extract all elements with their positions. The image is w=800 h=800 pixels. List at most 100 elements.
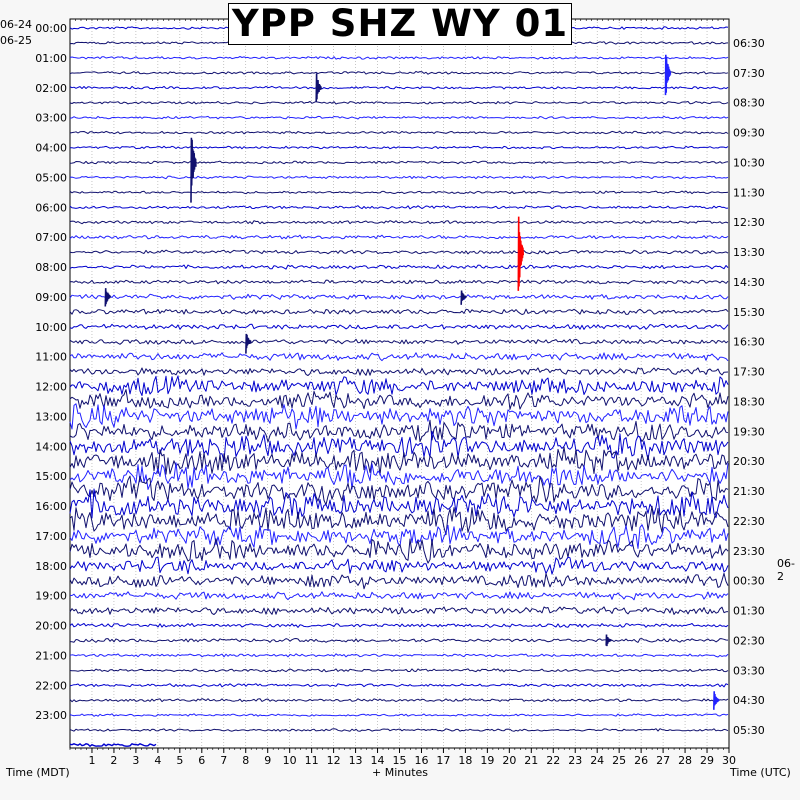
left-hour-label: 10:00: [35, 321, 67, 334]
right-hour-label: 13:30: [733, 246, 765, 259]
x-label-right: Time (UTC): [730, 766, 791, 779]
left-hour-label: 14:00: [35, 440, 67, 453]
x-tick-label: 30: [722, 754, 736, 767]
x-tick-label: 16: [414, 754, 428, 767]
trace-line: [69, 683, 729, 688]
x-tick-label: 18: [458, 754, 472, 767]
left-hour-label: 22:00: [35, 679, 67, 692]
right-hour-label: 16:30: [733, 336, 765, 349]
trace-line: [69, 338, 729, 345]
x-tick-label: 11: [305, 754, 319, 767]
left-hour-label: 00:00: [35, 22, 67, 35]
left-date: 06-25: [0, 34, 32, 47]
x-tick-label: 25: [612, 754, 626, 767]
left-hour-label: 15:00: [35, 470, 67, 483]
right-hour-label: 17:30: [733, 366, 765, 379]
event-spike: [517, 216, 524, 291]
left-date-top: 06-24: [0, 18, 32, 31]
left-hour-label: 21:00: [35, 649, 67, 662]
left-hour-label: 19:00: [35, 590, 67, 603]
trace-line: [69, 375, 729, 397]
left-hour-label: 02:00: [35, 82, 67, 95]
trace-line: [69, 389, 729, 410]
left-hour-label: 05:00: [35, 171, 67, 184]
event-spike: [315, 73, 322, 102]
trace-line: [69, 220, 729, 225]
trace-line: [69, 430, 729, 462]
left-hour-label: 17:00: [35, 530, 67, 543]
trace-line: [69, 606, 729, 615]
trace-line: [69, 234, 729, 240]
left-hour-label: 09:00: [35, 291, 67, 304]
trace-line: [69, 538, 729, 564]
left-hour-labels: 00:00 01:00 02:00 03:00 04:00 05:00 06:00 07:00…: [35, 22, 67, 722]
right-hour-label: 04:30: [733, 694, 765, 707]
right-hour-label: 11:30: [733, 186, 765, 199]
x-tick-label: 12: [327, 754, 341, 767]
trace-line: [69, 264, 729, 270]
right-hour-labels: 06:30 07:30 08:30 09:30 10:30 11:30 12:30 13:30…: [733, 37, 765, 737]
left-hour-label: 12:00: [35, 381, 67, 394]
seismic-traces: [69, 26, 729, 748]
x-tick-label: 5: [176, 754, 183, 767]
right-hour-label: 19:30: [733, 425, 765, 438]
right-hour-label: 10:30: [733, 156, 765, 169]
trace-line: [69, 653, 729, 658]
right-hour-label: 23:30: [733, 545, 765, 558]
x-tick-label: 20: [502, 754, 516, 767]
trace-line: [69, 352, 729, 362]
right-hour-label: 00:30: [733, 575, 765, 588]
trace-line: [69, 279, 729, 285]
trace-line: [69, 462, 729, 490]
trace-line: [69, 524, 729, 549]
trace-line: [69, 190, 729, 195]
trace-line: [69, 623, 729, 628]
trace-line: [69, 591, 729, 601]
x-tick-label: 8: [242, 754, 249, 767]
left-hour-label: 07:00: [35, 231, 67, 244]
x-tick-label: 24: [590, 754, 604, 767]
trace-line: [69, 308, 729, 315]
right-date: 06-2: [777, 557, 795, 583]
x-tick-label: 9: [264, 754, 271, 767]
trace-line: [69, 556, 729, 575]
x-tick-label: 4: [154, 754, 161, 767]
x-label-left: Time (MDT): [6, 766, 70, 779]
right-hour-label: 12:30: [733, 216, 765, 229]
x-tick-label: 22: [546, 754, 560, 767]
left-hour-label: 04:00: [35, 142, 67, 155]
trace-line: [69, 698, 729, 703]
event-spike: [190, 137, 197, 203]
event-spike: [664, 54, 672, 96]
trace-line: [69, 205, 729, 210]
event-spike: [713, 691, 720, 710]
trace-line: [69, 572, 729, 590]
x-tick-label: 14: [371, 754, 385, 767]
chart-title: YPP SHZ WY 01: [228, 3, 572, 45]
x-tick-label: 28: [678, 754, 692, 767]
right-hour-label: 15:30: [733, 306, 765, 319]
x-tick-label: 15: [393, 754, 407, 767]
x-tick-label: 26: [634, 754, 648, 767]
trace-line: [69, 323, 729, 330]
left-hour-label: 08:00: [35, 261, 67, 274]
trace-line: [69, 668, 729, 673]
trace-line: [69, 293, 729, 300]
x-tick-label: 23: [568, 754, 582, 767]
trace-line: [69, 475, 729, 506]
right-hour-label: 01:30: [733, 605, 765, 618]
x-tick-label: 29: [700, 754, 714, 767]
left-hour-label: 23:00: [35, 709, 67, 722]
x-tick-label: 17: [436, 754, 450, 767]
trace-line: [69, 130, 729, 135]
right-hour-label: 20:30: [733, 455, 765, 468]
x-tick-label: 19: [480, 754, 494, 767]
right-hour-label: 18:30: [733, 395, 765, 408]
right-hour-label: 06:30: [733, 37, 765, 50]
trace-line: [69, 505, 729, 536]
x-tick-label: 6: [198, 754, 205, 767]
trace-line: [69, 403, 729, 430]
trace-line: [69, 56, 729, 60]
trace-line: [69, 638, 729, 643]
trace-line: [69, 70, 729, 75]
